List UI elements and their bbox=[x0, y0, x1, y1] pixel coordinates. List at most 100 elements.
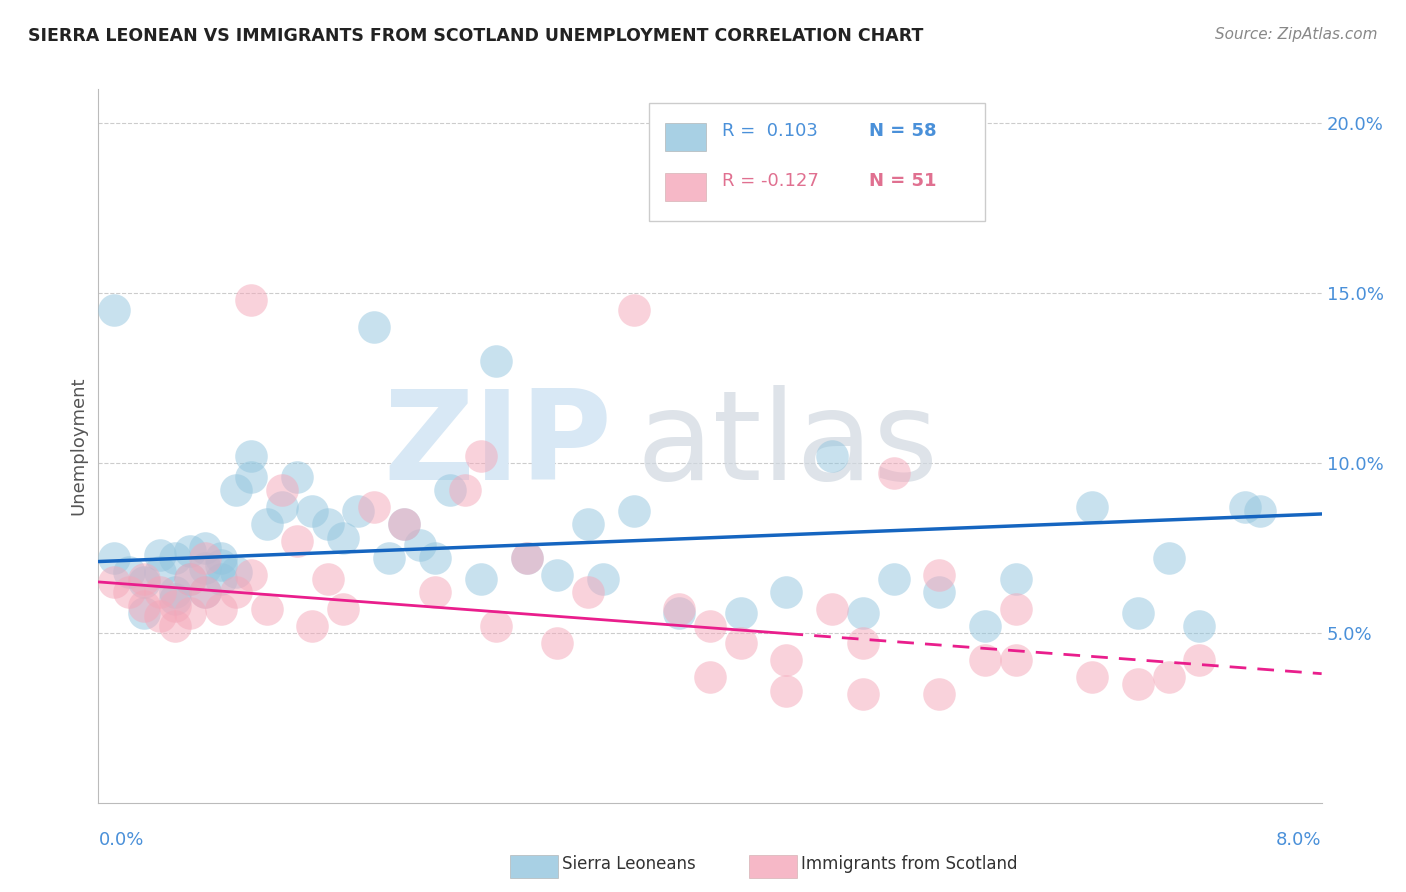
Point bbox=[240, 568, 263, 582]
FancyBboxPatch shape bbox=[665, 173, 706, 202]
Point bbox=[209, 551, 232, 566]
Point bbox=[1004, 572, 1026, 586]
Point bbox=[363, 500, 385, 515]
Point bbox=[225, 565, 247, 579]
Point bbox=[546, 568, 568, 582]
Point bbox=[163, 585, 186, 599]
Point bbox=[485, 354, 508, 368]
Point bbox=[149, 585, 172, 599]
Point bbox=[775, 653, 797, 667]
Point bbox=[1081, 500, 1104, 515]
Point bbox=[209, 572, 232, 586]
Point bbox=[103, 574, 125, 589]
Point bbox=[699, 619, 721, 633]
Point bbox=[363, 320, 385, 334]
Point bbox=[194, 561, 217, 575]
Point bbox=[546, 636, 568, 650]
Point bbox=[775, 683, 797, 698]
Point bbox=[883, 466, 905, 480]
Point bbox=[775, 585, 797, 599]
Point bbox=[332, 602, 354, 616]
Point bbox=[1128, 606, 1150, 620]
Point bbox=[347, 503, 370, 517]
Point bbox=[149, 608, 172, 623]
Point bbox=[730, 606, 752, 620]
Text: 8.0%: 8.0% bbox=[1277, 831, 1322, 849]
Point bbox=[470, 572, 492, 586]
Point bbox=[470, 449, 492, 463]
Point bbox=[332, 531, 354, 545]
Point bbox=[285, 534, 308, 549]
Point bbox=[1004, 602, 1026, 616]
Text: R =  0.103: R = 0.103 bbox=[723, 121, 818, 139]
Text: Source: ZipAtlas.com: Source: ZipAtlas.com bbox=[1215, 27, 1378, 42]
Point bbox=[194, 541, 217, 555]
Point bbox=[516, 551, 538, 566]
Point bbox=[194, 585, 217, 599]
Text: atlas: atlas bbox=[637, 385, 939, 507]
Point bbox=[1234, 500, 1257, 515]
Point bbox=[225, 585, 247, 599]
Point bbox=[1157, 551, 1180, 566]
Point bbox=[623, 503, 645, 517]
Point bbox=[821, 602, 844, 616]
Point bbox=[852, 606, 875, 620]
Point bbox=[974, 619, 997, 633]
Point bbox=[134, 599, 156, 613]
Point bbox=[149, 548, 172, 562]
Text: Sierra Leoneans: Sierra Leoneans bbox=[562, 855, 696, 873]
Point bbox=[485, 619, 508, 633]
Point bbox=[118, 585, 141, 599]
Point bbox=[209, 602, 232, 616]
Point bbox=[149, 565, 172, 579]
Point bbox=[699, 670, 721, 684]
FancyBboxPatch shape bbox=[648, 103, 986, 221]
Point bbox=[668, 602, 690, 616]
Point bbox=[423, 585, 446, 599]
Text: ZIP: ZIP bbox=[384, 385, 612, 507]
Point bbox=[1249, 503, 1271, 517]
Point bbox=[179, 544, 201, 558]
FancyBboxPatch shape bbox=[665, 123, 706, 152]
Point bbox=[240, 449, 263, 463]
Point bbox=[194, 585, 217, 599]
Point bbox=[118, 565, 141, 579]
Text: N = 58: N = 58 bbox=[869, 121, 936, 139]
Point bbox=[163, 551, 186, 566]
Point bbox=[134, 606, 156, 620]
Point bbox=[821, 449, 844, 463]
Point bbox=[103, 303, 125, 318]
Point bbox=[423, 551, 446, 566]
Point bbox=[454, 483, 477, 498]
Point bbox=[209, 558, 232, 572]
Point bbox=[699, 167, 721, 181]
Point bbox=[928, 568, 950, 582]
Text: N = 51: N = 51 bbox=[869, 171, 936, 189]
Point bbox=[928, 585, 950, 599]
Point bbox=[163, 591, 186, 606]
Point bbox=[852, 636, 875, 650]
Point bbox=[179, 572, 201, 586]
Point bbox=[378, 551, 401, 566]
Point bbox=[285, 469, 308, 483]
Point bbox=[179, 606, 201, 620]
Point bbox=[1128, 677, 1150, 691]
Point bbox=[623, 303, 645, 318]
Point bbox=[1004, 653, 1026, 667]
Point bbox=[163, 619, 186, 633]
Point bbox=[730, 636, 752, 650]
Point bbox=[439, 483, 461, 498]
Point bbox=[316, 572, 339, 586]
Point bbox=[316, 517, 339, 532]
Point bbox=[516, 551, 538, 566]
Point bbox=[225, 483, 247, 498]
Point bbox=[179, 572, 201, 586]
Point bbox=[134, 574, 156, 589]
Text: SIERRA LEONEAN VS IMMIGRANTS FROM SCOTLAND UNEMPLOYMENT CORRELATION CHART: SIERRA LEONEAN VS IMMIGRANTS FROM SCOTLA… bbox=[28, 27, 924, 45]
Point bbox=[883, 572, 905, 586]
Point bbox=[103, 551, 125, 566]
Point bbox=[392, 517, 416, 532]
Point bbox=[1188, 619, 1211, 633]
Point bbox=[576, 585, 599, 599]
Point bbox=[852, 687, 875, 701]
